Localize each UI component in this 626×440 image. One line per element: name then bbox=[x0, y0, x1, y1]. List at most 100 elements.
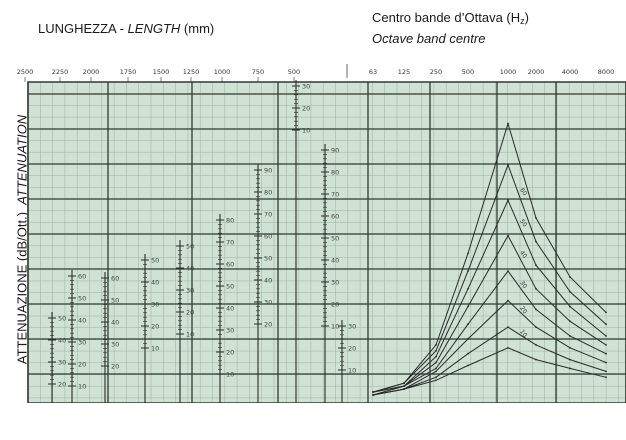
length-scale-label: 50 bbox=[186, 243, 194, 251]
length-scale-label: 10 bbox=[302, 127, 310, 135]
length-scale-label: 20 bbox=[78, 361, 86, 369]
curve-point bbox=[467, 323, 469, 326]
curve-point bbox=[535, 287, 537, 290]
frequency-tick-label: 125 bbox=[398, 68, 410, 76]
curve-point bbox=[507, 346, 509, 349]
curve-point bbox=[507, 299, 509, 302]
length-scale-label: 90 bbox=[264, 167, 272, 175]
length-scale-label: 30 bbox=[151, 301, 159, 309]
curve-point bbox=[535, 358, 537, 361]
length-scale-label: 70 bbox=[331, 191, 339, 199]
length-scale-label: 40 bbox=[78, 317, 86, 325]
curve-point bbox=[467, 252, 469, 255]
curve-point bbox=[605, 361, 607, 364]
curve-point bbox=[435, 379, 437, 382]
length-scale-label: 20 bbox=[331, 301, 339, 309]
length-scale-label: 60 bbox=[111, 275, 119, 283]
curve-point bbox=[403, 385, 405, 388]
length-scale-label: 10 bbox=[78, 383, 86, 391]
curve-label: 10 bbox=[518, 328, 528, 338]
curve-point bbox=[605, 343, 607, 346]
frequency-title-suffix: ) bbox=[524, 10, 529, 25]
length-scale-label: 40 bbox=[111, 319, 119, 327]
length-scale-label: 10 bbox=[348, 367, 356, 375]
length-scale-label: 10 bbox=[331, 323, 339, 331]
frequency-tick-label: 250 bbox=[430, 68, 442, 76]
curve-point bbox=[372, 391, 374, 393]
length-tick-label: 750 bbox=[252, 68, 264, 76]
length-tick-label: 500 bbox=[288, 68, 300, 76]
length-scale-label: 40 bbox=[264, 277, 272, 285]
curve-point bbox=[372, 394, 374, 396]
length-scale-label: 30 bbox=[226, 327, 234, 335]
curve-point bbox=[535, 326, 537, 329]
curve-point bbox=[467, 338, 469, 340]
curve-point bbox=[435, 343, 437, 346]
frequency-title-line2: Octave band centre bbox=[372, 31, 486, 46]
attenuation-curve-4 bbox=[372, 234, 607, 393]
attenuation-curve-2 bbox=[372, 163, 607, 393]
length-scale-label: 30 bbox=[264, 299, 272, 307]
curve-point bbox=[569, 367, 571, 370]
curve-label: 60 bbox=[518, 187, 528, 197]
length-scale-label: 20 bbox=[348, 345, 356, 353]
curve-point bbox=[507, 199, 509, 202]
curve-point bbox=[569, 320, 571, 323]
curve-point bbox=[435, 370, 437, 373]
length-scale-label: 40 bbox=[226, 305, 234, 313]
curve-point bbox=[435, 367, 437, 370]
length-scale-label: 60 bbox=[78, 273, 86, 281]
curve-point bbox=[403, 388, 405, 390]
frequency-title-subscript: z bbox=[520, 16, 525, 26]
length-scale-label: 30 bbox=[78, 339, 86, 347]
length-scale-label: 50 bbox=[151, 257, 159, 265]
length-scale-label: 10 bbox=[186, 331, 194, 339]
curve-point bbox=[605, 352, 607, 355]
curve-point bbox=[507, 326, 509, 329]
length-scale-label: 20 bbox=[111, 363, 119, 371]
curve-point bbox=[569, 358, 571, 361]
curve-point bbox=[605, 323, 607, 326]
curve-point bbox=[535, 217, 537, 219]
frequency-title-prefix: Centro bande d’Ottava (H bbox=[372, 10, 521, 25]
frequency-tick-label: 4000 bbox=[562, 68, 579, 76]
length-title-text: LUNGHEZZA - bbox=[38, 21, 128, 36]
length-scale-label: 30 bbox=[58, 359, 66, 367]
length-scale-label: 80 bbox=[226, 217, 234, 225]
frequency-title-line1: Centro bande d’Ottava (Hz) bbox=[372, 9, 529, 30]
attenuation-curve-1 bbox=[372, 121, 607, 393]
length-scale-label: 80 bbox=[331, 169, 339, 177]
curve-point bbox=[467, 270, 469, 272]
attenuation-curve-3 bbox=[372, 199, 607, 393]
curve-point bbox=[569, 276, 571, 278]
length-scale-label: 20 bbox=[151, 323, 159, 331]
length-title-unit: (mm) bbox=[180, 21, 215, 36]
length-scale-label: 20 bbox=[186, 309, 194, 317]
frequency-tick-label: 63 bbox=[369, 68, 377, 76]
length-scale-label: 50 bbox=[226, 283, 234, 291]
curve-point bbox=[535, 264, 537, 267]
curve-label: 50 bbox=[518, 218, 528, 228]
curve-point bbox=[605, 370, 607, 373]
length-scale-label: 40 bbox=[151, 279, 159, 287]
curve-point bbox=[507, 164, 509, 166]
length-scale-label: 20 bbox=[58, 381, 66, 389]
curve-point bbox=[507, 234, 509, 237]
curve-point bbox=[403, 382, 405, 385]
curve-point bbox=[535, 343, 537, 346]
attenuation-nomogram: 2500 2250 2000 1750 1500 1250 1000 750 500 63 125 2… bbox=[17, 64, 626, 403]
length-tick-label: 2250 bbox=[52, 68, 69, 76]
length-title-italic: LENGTH bbox=[127, 21, 181, 36]
curve-label: 20 bbox=[518, 305, 528, 315]
frequency-axis-title: Centro bande d’Ottava (Hz) Octave band c… bbox=[372, 9, 529, 48]
frequency-tick-label: 8000 bbox=[598, 68, 615, 76]
length-scale-label: 50 bbox=[111, 297, 119, 305]
curve-label: 30 bbox=[518, 280, 528, 290]
curve-point bbox=[535, 308, 537, 311]
length-tick-label: 2000 bbox=[83, 68, 100, 76]
frequency-tick-label: 1000 bbox=[500, 68, 517, 76]
length-tick-label: 1000 bbox=[214, 68, 231, 76]
curve-point bbox=[605, 335, 607, 337]
length-scale-label: 10 bbox=[151, 345, 159, 353]
frequency-tick-label: 500 bbox=[462, 68, 474, 76]
